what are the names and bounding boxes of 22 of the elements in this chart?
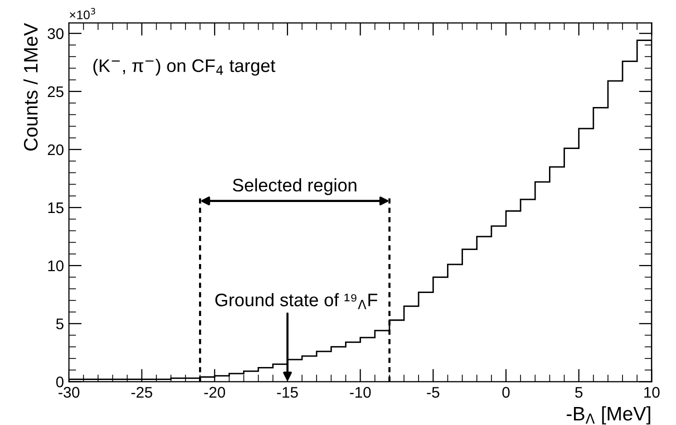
x-tick-label: -15 [277,387,298,398]
annotation: Selected region [232,178,356,196]
y-tick-label: 25 [48,86,64,98]
y-tick-label: 10 [48,260,64,272]
x-tick-label: 10 [644,386,660,398]
annotation: Ground state of ¹⁹$_{Λ}$F [215,293,378,310]
y-tick-label: 15 [48,202,64,214]
x-axis-title: -B$_{Λ}$ [MeV] [566,406,650,424]
y-tick-label: 0 [56,376,64,388]
y-tick-label: 20 [48,144,64,156]
x-tick-label: -30 [58,386,80,398]
x-tick-label: -5 [427,387,440,398]
y-axis-title: Counts / 1MeV [23,23,38,151]
annotation: (K$^{−}$, π$^{−}$) on CF$_{4}$ target [93,58,276,76]
x-tick-label: 5 [575,387,582,398]
x-tick-label: -20 [204,386,226,398]
y-tick-label: 30 [48,28,64,40]
x-tick-label: -10 [350,386,371,398]
x-tick-label: 0 [502,386,510,398]
x-tick-label: -25 [131,386,152,398]
text: ×10$^{3}$ [70,8,96,20]
y-tick-label: 5 [56,318,64,330]
